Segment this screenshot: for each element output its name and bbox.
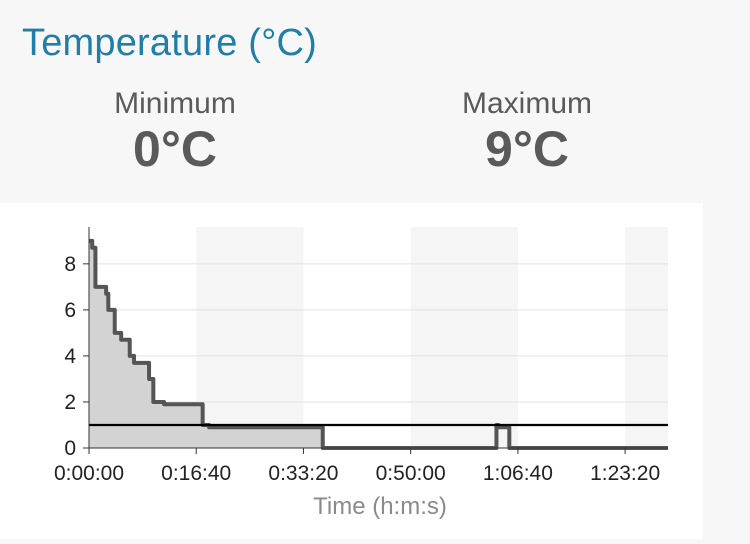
y-tick-label: 2 xyxy=(64,391,76,414)
x-tick-label: 1:23:20 xyxy=(590,462,660,485)
background-band xyxy=(196,227,304,448)
minimum-label: Minimum xyxy=(114,87,236,120)
y-tick-label: 4 xyxy=(64,345,76,368)
x-tick-label: 0:33:20 xyxy=(268,462,338,485)
minimum-stat: Minimum 0°C xyxy=(65,86,285,176)
x-tick-label: 1:06:40 xyxy=(483,462,553,485)
y-tick-label: 8 xyxy=(64,253,76,276)
background-band xyxy=(410,227,518,448)
x-tick-labels: 0:00:00 0:16:40 0:33:20 0:50:00 1:06:40 1:23:… xyxy=(54,462,660,485)
background-band xyxy=(625,227,668,448)
y-tick-label: 6 xyxy=(64,299,76,322)
y-tick-label: 0 xyxy=(64,437,76,460)
minimum-value: 0°C xyxy=(133,121,217,177)
series-area-fill xyxy=(89,240,323,448)
grid-lines xyxy=(89,263,668,403)
x-axis-label: Time (h:m:s) xyxy=(313,493,447,520)
background-bands xyxy=(196,227,668,448)
maximum-value: 9°C xyxy=(485,121,569,177)
axes xyxy=(83,227,668,454)
x-tick-label: 0:16:40 xyxy=(161,462,231,485)
y-tick-labels: 0 2 4 6 8 xyxy=(64,253,76,460)
temperature-chart: 0 2 4 6 8 0:00:00 0:16:40 0:33:20 0:50:00 1:06:4… xyxy=(54,227,668,520)
series-area xyxy=(89,240,323,448)
x-tick-label: 0:50:00 xyxy=(376,462,446,485)
chart-panel: 0 2 4 6 8 0:00:00 0:16:40 0:33:20 0:50:00 1:06:4… xyxy=(0,203,703,539)
maximum-label: Maximum xyxy=(461,87,592,120)
page-title: Temperature (°C) xyxy=(22,22,318,64)
maximum-stat: Maximum 9°C xyxy=(417,86,637,176)
x-tick-label: 0:00:00 xyxy=(54,462,124,485)
